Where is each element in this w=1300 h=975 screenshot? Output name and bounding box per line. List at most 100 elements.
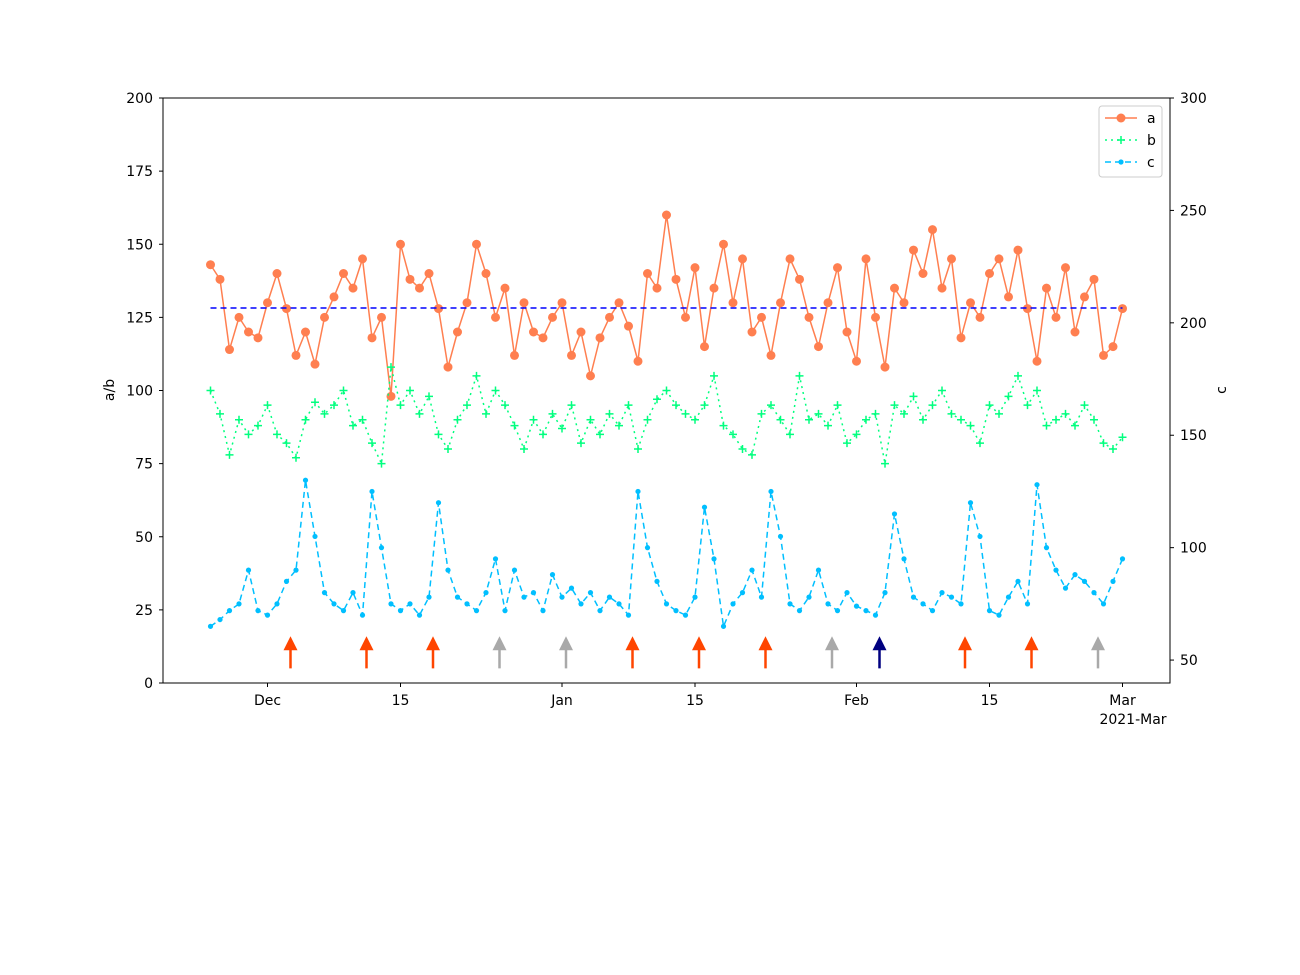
data-point-b bbox=[339, 386, 348, 395]
data-point-a bbox=[766, 350, 776, 360]
data-point-a bbox=[880, 362, 890, 372]
data-point-c bbox=[217, 616, 223, 623]
data-point-c bbox=[293, 567, 299, 573]
y-axis-label-right: c bbox=[1214, 386, 1230, 394]
data-point-a bbox=[738, 254, 747, 264]
data-point-c bbox=[369, 488, 375, 495]
event-arrow bbox=[1091, 636, 1105, 669]
data-point-c bbox=[521, 594, 527, 600]
data-point-c bbox=[806, 594, 812, 600]
data-point-a bbox=[443, 362, 453, 372]
data-point-a bbox=[681, 312, 690, 322]
data-point-b bbox=[254, 421, 262, 430]
data-point-a bbox=[424, 269, 434, 278]
data-point-a bbox=[709, 283, 719, 293]
data-point-b bbox=[938, 386, 946, 395]
data-point-b bbox=[909, 392, 918, 401]
arrow-head bbox=[692, 636, 706, 651]
data-point-b bbox=[881, 459, 889, 468]
data-point-c bbox=[1110, 578, 1116, 584]
y-tick-label-left: 50 bbox=[135, 530, 153, 546]
data-point-a bbox=[928, 225, 937, 235]
data-point-c bbox=[834, 608, 841, 614]
data-point-a bbox=[1013, 245, 1023, 255]
data-point-a bbox=[804, 312, 814, 322]
data-point-a bbox=[633, 356, 643, 366]
data-point-b bbox=[1118, 433, 1127, 442]
data-point-a bbox=[719, 239, 728, 249]
data-point-b bbox=[396, 401, 405, 410]
event-arrow bbox=[625, 636, 640, 669]
data-point-a bbox=[1089, 274, 1099, 284]
data-point-c bbox=[673, 608, 679, 614]
legend-label-a: a bbox=[1147, 111, 1156, 127]
data-point-b bbox=[453, 415, 462, 424]
data-point-c bbox=[549, 572, 556, 578]
data-point-b bbox=[501, 401, 509, 410]
data-point-c bbox=[986, 608, 993, 614]
data-point-c bbox=[768, 488, 774, 495]
arrow-head bbox=[283, 636, 298, 651]
event-arrow bbox=[283, 636, 298, 669]
data-point-c bbox=[226, 608, 233, 614]
legend: abc bbox=[1098, 105, 1163, 178]
data-point-a bbox=[899, 298, 909, 308]
x-tick-label: 15 bbox=[392, 693, 410, 709]
data-point-a bbox=[1004, 292, 1013, 302]
data-point-b bbox=[434, 430, 443, 439]
data-point-c bbox=[625, 612, 632, 618]
data-point-b bbox=[1099, 439, 1108, 448]
data-point-b bbox=[710, 371, 718, 380]
data-point-c bbox=[207, 623, 214, 629]
data-point-c bbox=[663, 601, 670, 607]
data-point-a bbox=[1032, 356, 1042, 366]
legend-marker-b bbox=[1117, 136, 1125, 144]
data-point-a bbox=[652, 283, 662, 293]
data-point-b bbox=[377, 459, 386, 468]
event-arrow bbox=[492, 636, 507, 669]
data-point-a bbox=[700, 342, 709, 352]
data-point-a bbox=[747, 327, 757, 337]
data-point-c bbox=[597, 608, 603, 614]
y-tick-label-right: 150 bbox=[1180, 428, 1207, 444]
x-tick-label: 15 bbox=[686, 693, 704, 709]
data-point-b bbox=[615, 421, 623, 430]
data-point-c bbox=[502, 608, 508, 614]
event-arrow bbox=[825, 636, 839, 669]
data-point-a bbox=[557, 298, 567, 308]
data-point-c bbox=[787, 601, 793, 607]
data-point-a bbox=[434, 304, 443, 314]
data-point-a bbox=[861, 254, 871, 264]
data-point-c bbox=[1024, 601, 1031, 607]
data-point-c bbox=[445, 567, 451, 573]
data-point-a bbox=[1099, 350, 1108, 360]
data-point-a bbox=[643, 269, 652, 278]
data-point-b bbox=[605, 409, 614, 418]
data-point-a bbox=[377, 312, 386, 322]
data-point-c bbox=[378, 545, 385, 551]
data-point-c bbox=[711, 556, 717, 562]
data-point-a bbox=[396, 239, 405, 249]
data-point-b bbox=[311, 398, 319, 407]
y-tick-label-right: 250 bbox=[1180, 203, 1207, 219]
data-point-a bbox=[234, 312, 244, 322]
data-point-a bbox=[405, 274, 415, 284]
data-point-c bbox=[1034, 482, 1040, 488]
data-point-b bbox=[1090, 415, 1098, 424]
data-point-c bbox=[1043, 545, 1050, 551]
data-point-a bbox=[472, 239, 481, 249]
event-arrow bbox=[359, 636, 374, 669]
arrow-head bbox=[958, 636, 972, 651]
data-point-b bbox=[225, 450, 234, 459]
series-line-a bbox=[209, 214, 1124, 397]
data-point-c bbox=[739, 590, 746, 596]
data-point-c bbox=[540, 608, 546, 614]
data-point-c bbox=[359, 612, 366, 618]
data-point-c bbox=[929, 608, 936, 614]
data-point-b bbox=[947, 409, 956, 418]
data-point-a bbox=[833, 263, 842, 273]
data-point-a bbox=[671, 274, 681, 284]
data-point-c bbox=[350, 590, 356, 596]
data-point-c bbox=[606, 594, 613, 600]
